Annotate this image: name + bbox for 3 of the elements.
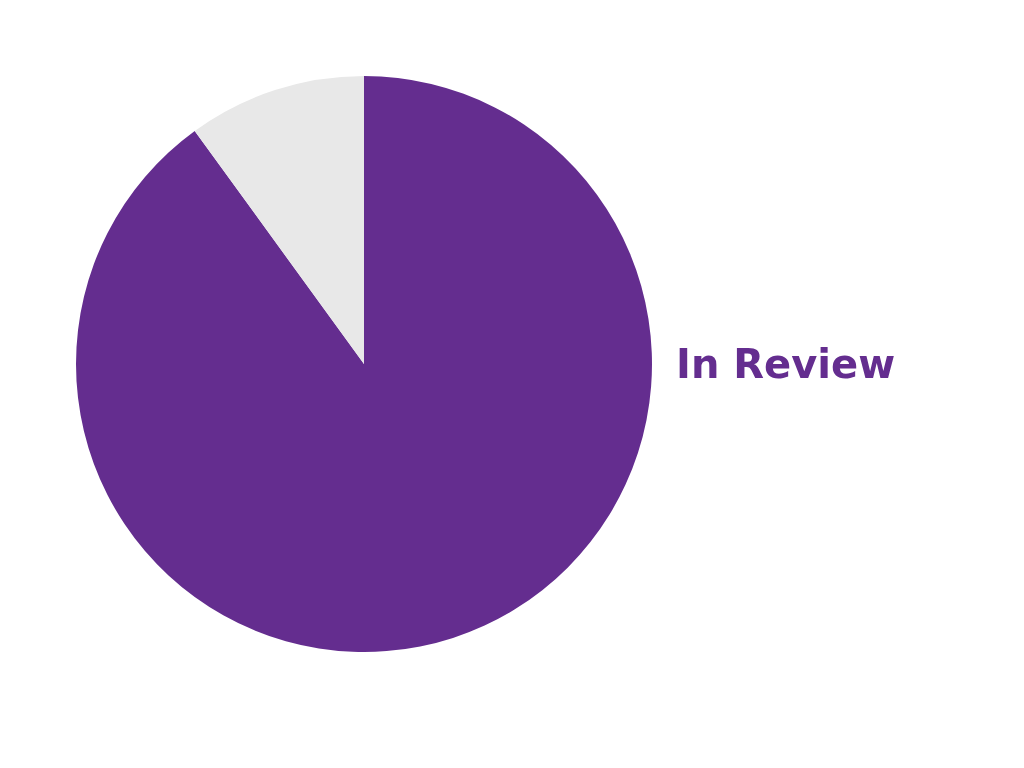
pie-slice (76, 76, 652, 652)
pie-slice (194, 76, 364, 364)
slice-label: In Review (676, 341, 896, 387)
